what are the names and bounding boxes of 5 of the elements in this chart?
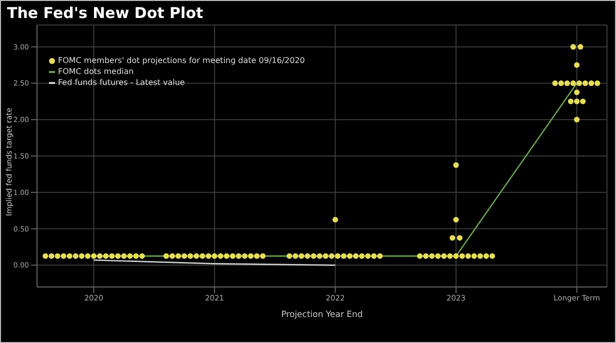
- chart-title: The Fed's New Dot Plot: [7, 4, 204, 22]
- legend-label: Fed funds futures - Latest value: [58, 77, 185, 88]
- legend-label: FOMC dots median: [58, 66, 134, 77]
- legend-label: FOMC members' dot projections for meeting date 09/16/2020: [58, 55, 305, 66]
- x-axis-title: Projection Year End: [281, 310, 363, 320]
